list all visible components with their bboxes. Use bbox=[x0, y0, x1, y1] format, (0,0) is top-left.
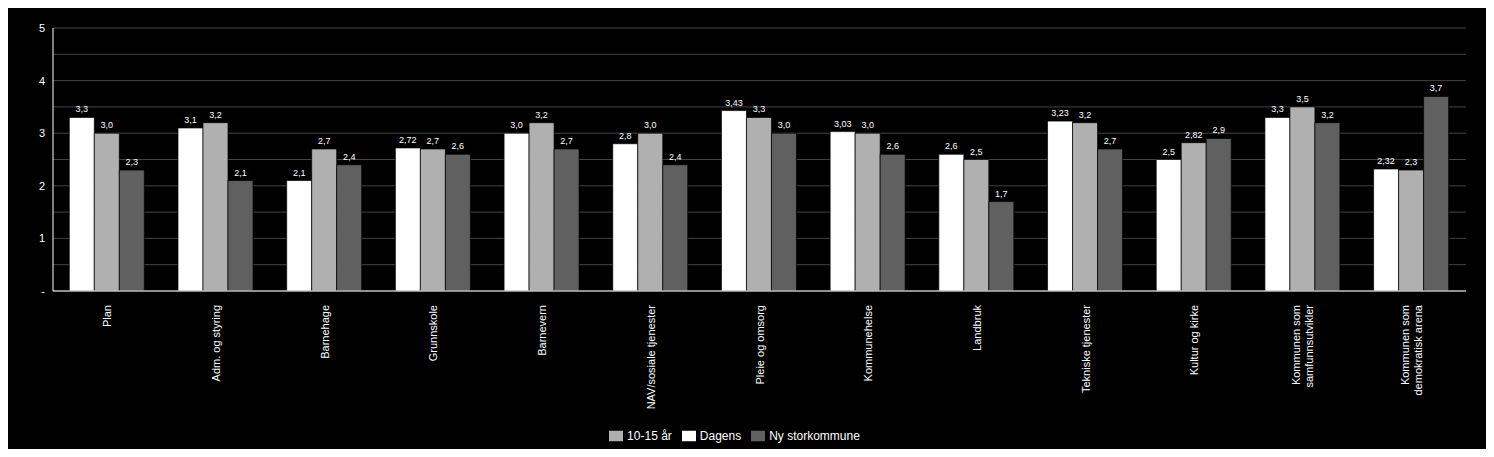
svg-text:2,9: 2,9 bbox=[1212, 125, 1225, 135]
svg-text:3,03: 3,03 bbox=[834, 119, 852, 129]
svg-text:2,3: 2,3 bbox=[1405, 157, 1418, 167]
svg-text:3,2: 3,2 bbox=[1079, 110, 1092, 120]
svg-text:2,5: 2,5 bbox=[1162, 147, 1175, 157]
svg-text:1: 1 bbox=[39, 232, 45, 244]
svg-text:Barnehage: Barnehage bbox=[319, 305, 331, 359]
svg-text:3,2: 3,2 bbox=[209, 110, 222, 120]
svg-text:3,3: 3,3 bbox=[1271, 104, 1284, 114]
svg-text:2,6: 2,6 bbox=[945, 141, 958, 151]
svg-text:2,6: 2,6 bbox=[886, 141, 899, 151]
svg-text:3,0: 3,0 bbox=[778, 120, 791, 130]
svg-text:Landbruk: Landbruk bbox=[971, 305, 983, 351]
svg-text:3,0: 3,0 bbox=[644, 120, 657, 130]
svg-text:3,23: 3,23 bbox=[1051, 108, 1069, 118]
svg-text:3,2: 3,2 bbox=[535, 110, 548, 120]
svg-text:3,3: 3,3 bbox=[753, 104, 766, 114]
svg-text:2,7: 2,7 bbox=[560, 136, 573, 146]
svg-text:2,1: 2,1 bbox=[293, 168, 306, 178]
svg-text:2,1: 2,1 bbox=[234, 168, 247, 178]
svg-text:2,7: 2,7 bbox=[1104, 136, 1117, 146]
svg-text:Plan: Plan bbox=[101, 305, 113, 327]
svg-text:1,7: 1,7 bbox=[995, 189, 1008, 199]
svg-text:3,0: 3,0 bbox=[101, 120, 114, 130]
svg-text:2,4: 2,4 bbox=[669, 152, 682, 162]
svg-text:2,5: 2,5 bbox=[970, 147, 983, 157]
svg-text:Adm. og styring: Adm. og styring bbox=[210, 305, 222, 381]
svg-text:Kommunen somdemokratisk arena: Kommunen somdemokratisk arena bbox=[1399, 304, 1424, 395]
svg-text:2,8: 2,8 bbox=[619, 131, 632, 141]
svg-text:2,32: 2,32 bbox=[1377, 156, 1395, 166]
html-text:10-15 år: 10-15 år bbox=[627, 429, 672, 443]
svg-text:4: 4 bbox=[39, 75, 45, 87]
svg-text:Barnevern: Barnevern bbox=[536, 305, 548, 356]
svg-text:Kommunen somsamfunnsutvikler: Kommunen somsamfunnsutvikler bbox=[1290, 305, 1315, 388]
svg-text:2,3: 2,3 bbox=[126, 157, 139, 167]
svg-text:NAV/sosiale tjenester: NAV/sosiale tjenester bbox=[645, 305, 657, 410]
svg-text:2,82: 2,82 bbox=[1185, 130, 1203, 140]
svg-text:2: 2 bbox=[39, 180, 45, 192]
svg-text:2,72: 2,72 bbox=[399, 135, 417, 145]
svg-text:2,6: 2,6 bbox=[452, 141, 465, 151]
svg-text:Kultur og kirke: Kultur og kirke bbox=[1188, 305, 1200, 375]
svg-text:Grunnskole: Grunnskole bbox=[427, 305, 439, 361]
svg-text:3,0: 3,0 bbox=[510, 120, 523, 130]
svg-text:3,5: 3,5 bbox=[1296, 94, 1309, 104]
svg-text:3,3: 3,3 bbox=[76, 104, 89, 114]
svg-text:Pleie og omsorg: Pleie og omsorg bbox=[754, 305, 766, 385]
svg-text:Kommunehelse: Kommunehelse bbox=[862, 305, 874, 381]
svg-text:2,7: 2,7 bbox=[427, 136, 440, 146]
svg-text:3,7: 3,7 bbox=[1430, 83, 1443, 93]
svg-text:3,2: 3,2 bbox=[1321, 110, 1334, 120]
html-text:Ny storkommune: Ny storkommune bbox=[769, 429, 860, 443]
html-text:Dagens: Dagens bbox=[699, 429, 742, 443]
svg-text:3,43: 3,43 bbox=[725, 98, 743, 108]
svg-text:Tekniske tjenester: Tekniske tjenester bbox=[1080, 305, 1092, 393]
svg-text:3: 3 bbox=[39, 127, 45, 139]
svg-text:3,0: 3,0 bbox=[861, 120, 874, 130]
svg-text:2,7: 2,7 bbox=[318, 136, 331, 146]
svg-text:3,1: 3,1 bbox=[184, 115, 197, 125]
svg-text:2,4: 2,4 bbox=[343, 152, 356, 162]
svg-text:5: 5 bbox=[39, 22, 45, 34]
svg-text:-: - bbox=[41, 285, 45, 297]
